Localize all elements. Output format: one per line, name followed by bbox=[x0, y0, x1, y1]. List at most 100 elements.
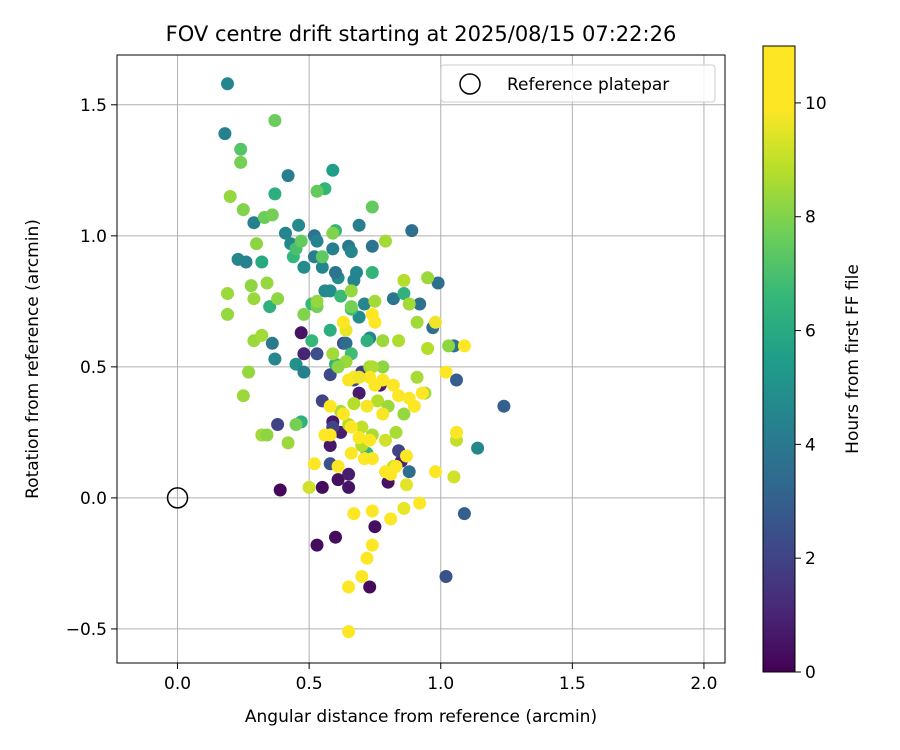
data-point bbox=[307, 457, 321, 471]
data-point bbox=[365, 538, 379, 552]
data-point bbox=[329, 266, 342, 279]
data-point bbox=[302, 480, 316, 494]
data-point bbox=[397, 287, 411, 300]
data-point bbox=[421, 342, 435, 355]
data-point bbox=[365, 266, 379, 279]
data-point bbox=[329, 530, 342, 544]
data-point bbox=[429, 315, 442, 329]
data-point bbox=[268, 352, 282, 366]
data-point bbox=[315, 250, 329, 264]
data-point bbox=[471, 441, 485, 455]
data-point bbox=[334, 289, 348, 303]
data-point bbox=[265, 208, 279, 222]
data-point bbox=[397, 501, 411, 515]
data-point bbox=[310, 294, 324, 308]
data-point bbox=[236, 389, 250, 403]
data-point bbox=[326, 347, 340, 361]
x-axis-label: Angular distance from reference (arcmin) bbox=[245, 707, 597, 727]
x-tick-label: 1.5 bbox=[559, 674, 586, 694]
data-point bbox=[331, 459, 345, 473]
data-point bbox=[352, 310, 366, 324]
data-point bbox=[431, 276, 445, 290]
data-point bbox=[281, 169, 295, 183]
data-point bbox=[273, 483, 287, 497]
data-point bbox=[410, 315, 424, 329]
data-point bbox=[365, 360, 379, 374]
data-point bbox=[221, 77, 234, 91]
y-tick-label: 0.0 bbox=[80, 489, 107, 509]
data-point bbox=[413, 496, 427, 510]
data-point bbox=[297, 347, 311, 361]
legend-marker bbox=[459, 73, 481, 95]
data-point bbox=[371, 394, 385, 408]
data-point bbox=[347, 507, 361, 521]
data-point bbox=[365, 504, 379, 518]
data-point bbox=[323, 368, 337, 382]
data-point bbox=[360, 399, 374, 413]
data-point bbox=[305, 334, 319, 348]
y-tick-label: 0.5 bbox=[80, 358, 107, 378]
data-point bbox=[355, 570, 369, 583]
data-point bbox=[323, 428, 337, 442]
colorbar-tick-label: 0 bbox=[805, 663, 816, 683]
data-point bbox=[260, 276, 274, 290]
x-tick-label: 0.5 bbox=[296, 674, 323, 694]
data-point bbox=[402, 465, 416, 479]
data-point bbox=[221, 307, 234, 321]
data-point bbox=[352, 370, 366, 384]
chart-title: FOV centre drift starting at 2025/08/15 … bbox=[166, 22, 677, 46]
data-point bbox=[344, 420, 358, 434]
data-point bbox=[360, 551, 374, 565]
data-point bbox=[234, 142, 248, 156]
data-point bbox=[379, 234, 392, 248]
data-point bbox=[442, 339, 456, 353]
colorbar-tick-label: 8 bbox=[805, 208, 816, 228]
data-point bbox=[450, 425, 463, 439]
data-point bbox=[457, 507, 471, 521]
data-point bbox=[376, 360, 390, 374]
data-point bbox=[352, 218, 366, 232]
data-point bbox=[410, 370, 424, 384]
colorbar-tick-label: 6 bbox=[805, 322, 816, 342]
colorbar-label: Hours from first FF file bbox=[843, 264, 863, 454]
data-point bbox=[234, 155, 248, 169]
data-point bbox=[263, 300, 277, 314]
data-point bbox=[218, 127, 232, 141]
data-point bbox=[347, 273, 361, 287]
data-point bbox=[336, 407, 350, 421]
data-point bbox=[255, 255, 269, 269]
colorbar: 0 2 4 6 8 10 Hours from first FF file bbox=[762, 45, 863, 683]
data-point bbox=[389, 425, 403, 439]
data-point bbox=[289, 418, 303, 431]
data-point bbox=[326, 242, 340, 256]
data-points bbox=[218, 77, 511, 639]
data-point bbox=[368, 294, 382, 308]
data-point bbox=[376, 334, 390, 348]
data-point bbox=[392, 389, 406, 403]
data-point bbox=[315, 480, 329, 494]
data-point bbox=[386, 378, 400, 392]
data-point bbox=[363, 580, 377, 594]
x-tick-label: 0.0 bbox=[164, 674, 191, 694]
data-point bbox=[223, 190, 237, 203]
data-point bbox=[247, 292, 261, 306]
colorbar-frame bbox=[762, 45, 796, 673]
data-point bbox=[297, 365, 311, 379]
data-point bbox=[279, 226, 292, 240]
data-point bbox=[265, 336, 279, 350]
x-tick-label: 1.0 bbox=[427, 674, 454, 694]
data-point bbox=[355, 420, 369, 434]
data-point bbox=[421, 271, 435, 285]
data-point bbox=[400, 449, 413, 463]
colorbar-ticks: 0 2 4 6 8 10 bbox=[795, 94, 827, 683]
data-point bbox=[244, 279, 258, 293]
data-point bbox=[376, 407, 390, 421]
legend-label: Reference platepar bbox=[507, 75, 669, 95]
data-point bbox=[331, 473, 345, 487]
data-point bbox=[368, 378, 382, 392]
data-point bbox=[347, 397, 361, 411]
legend: Reference platepar bbox=[440, 64, 716, 103]
data-point bbox=[342, 480, 356, 494]
data-point bbox=[379, 433, 392, 447]
data-point bbox=[365, 307, 379, 321]
